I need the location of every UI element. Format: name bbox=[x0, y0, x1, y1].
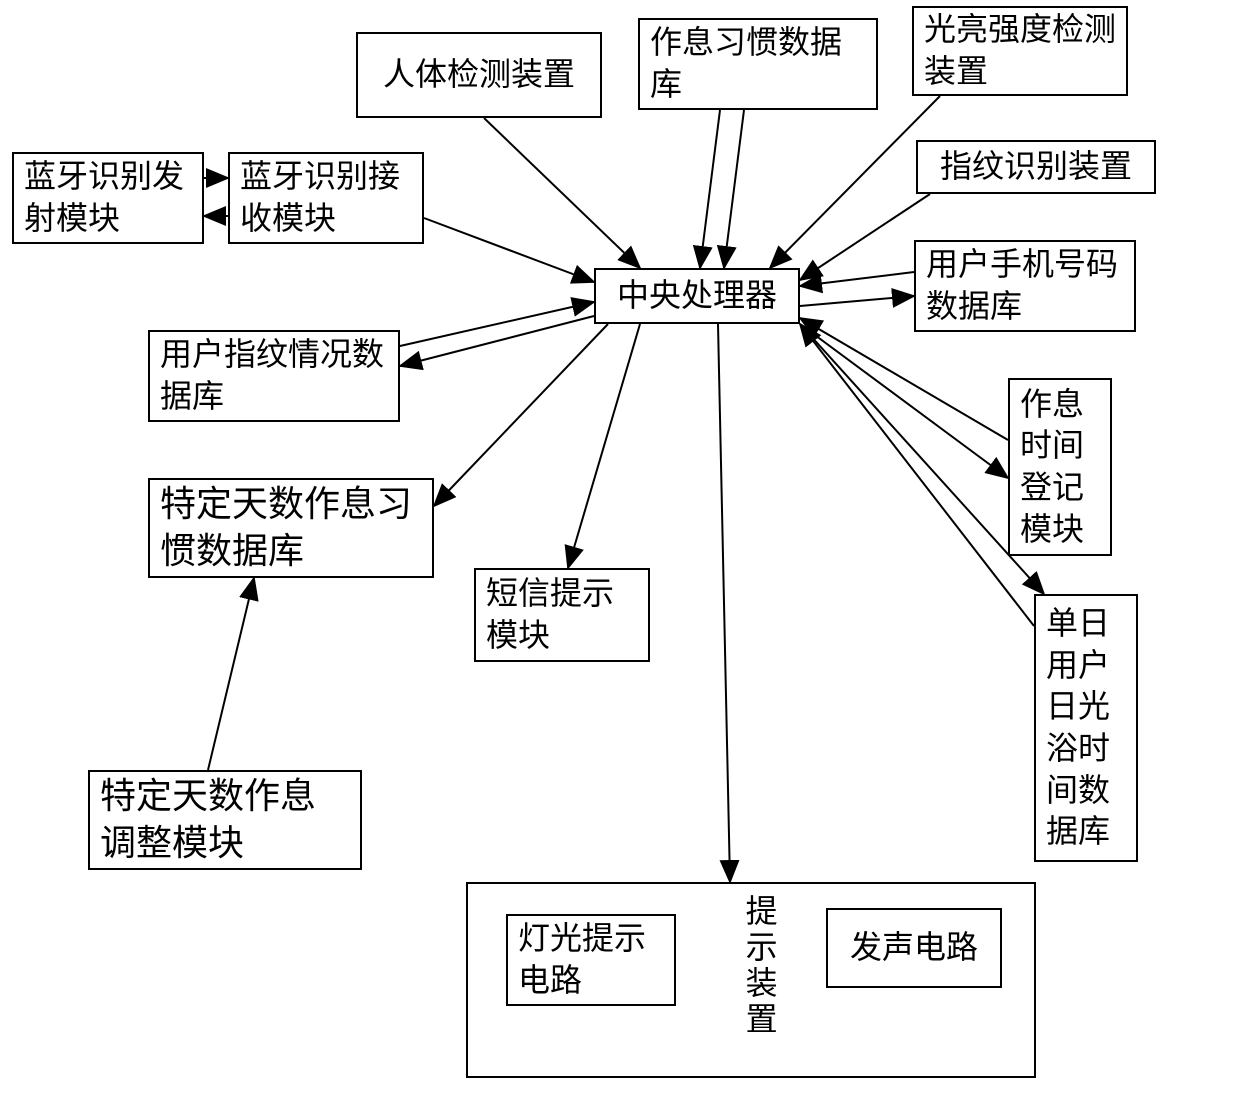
node-phone-db: 用户手机号码数据库 bbox=[914, 240, 1136, 332]
node-cpu: 中央处理器 bbox=[594, 268, 800, 324]
label: 用户手机号码数据库 bbox=[926, 244, 1124, 327]
node-rest-habit-db: 作息习惯数据库 bbox=[638, 18, 878, 110]
label: 蓝牙识别接收模块 bbox=[240, 156, 412, 239]
node-bt-recv: 蓝牙识别接收模块 bbox=[228, 152, 424, 244]
node-fingerprint: 指纹识别装置 bbox=[916, 140, 1156, 194]
node-user-fp-db: 用户指纹情况数据库 bbox=[148, 330, 400, 422]
label: 单日用户日光浴时间数据库 bbox=[1046, 603, 1126, 853]
node-sms-prompt: 短信提示模块 bbox=[474, 568, 650, 662]
node-specific-adjust: 特定天数作息调整模块 bbox=[88, 770, 362, 870]
label: 短信提示模块 bbox=[486, 573, 638, 656]
node-specific-days-db: 特定天数作息习惯数据库 bbox=[148, 478, 434, 578]
label: 用户指纹情况数据库 bbox=[160, 334, 388, 417]
node-daily-sun-db: 单日用户日光浴时间数据库 bbox=[1034, 594, 1138, 862]
label: 发声电路 bbox=[850, 927, 978, 969]
label: 人体检测装置 bbox=[383, 54, 575, 96]
label: 灯光提示电路 bbox=[518, 918, 664, 1001]
label: 作息习惯数据库 bbox=[650, 22, 866, 105]
node-rest-time-reg: 作息时间登记模块 bbox=[1008, 378, 1112, 556]
label: 光亮强度检测装置 bbox=[924, 9, 1116, 92]
label: 提示装置 bbox=[738, 894, 780, 1038]
label: 中央处理器 bbox=[617, 275, 777, 317]
label: 作息时间登记模块 bbox=[1020, 384, 1100, 550]
label: 特定天数作息调整模块 bbox=[100, 773, 350, 867]
label: 指纹识别装置 bbox=[940, 146, 1132, 188]
node-sound-circuit: 发声电路 bbox=[826, 908, 1002, 988]
node-bt-send: 蓝牙识别发射模块 bbox=[12, 152, 204, 244]
node-human-detect: 人体检测装置 bbox=[356, 32, 602, 118]
node-light-intensity: 光亮强度检测装置 bbox=[912, 6, 1128, 96]
label: 特定天数作息习惯数据库 bbox=[160, 481, 422, 575]
node-light-prompt: 灯光提示电路 bbox=[506, 914, 676, 1006]
label: 蓝牙识别发射模块 bbox=[24, 156, 192, 239]
